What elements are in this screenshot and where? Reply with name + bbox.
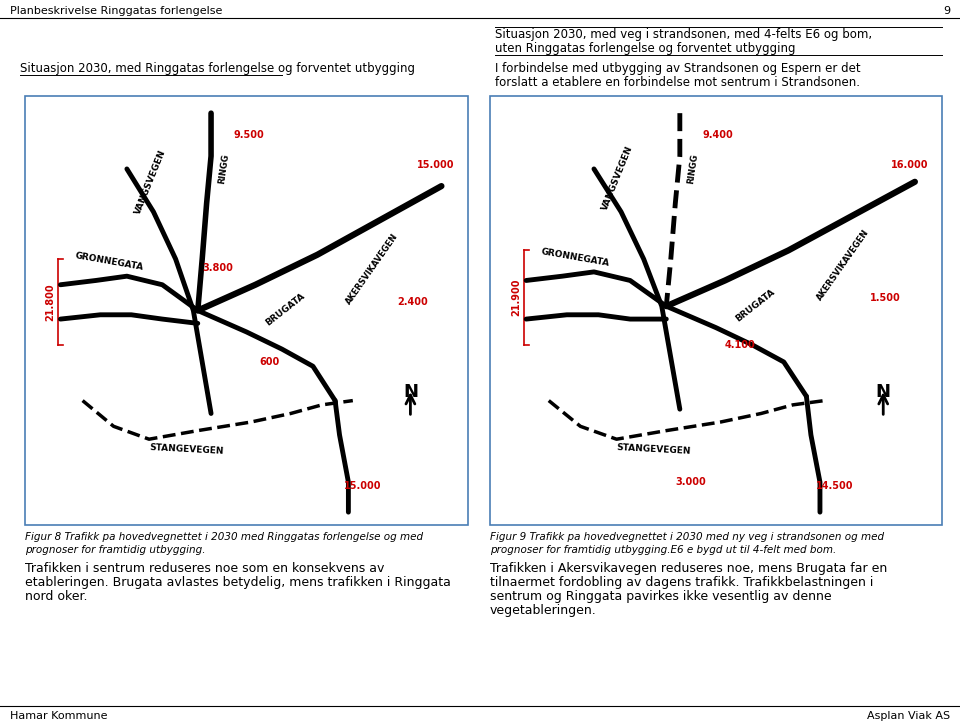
Text: sentrum og Ringgata pavirkes ikke vesentlig av denne: sentrum og Ringgata pavirkes ikke vesent… (490, 590, 831, 603)
Text: Asplan Viak AS: Asplan Viak AS (867, 711, 950, 721)
Text: Hamar Kommune: Hamar Kommune (10, 711, 108, 721)
Text: uten Ringgatas forlengelse og forventet utbygging: uten Ringgatas forlengelse og forventet … (495, 42, 796, 55)
Text: N: N (403, 383, 418, 401)
Text: 16.000: 16.000 (891, 159, 928, 169)
Text: Trafikken i Akersvikavegen reduseres noe, mens Brugata far en: Trafikken i Akersvikavegen reduseres noe… (490, 562, 887, 575)
Text: RINGG: RINGG (686, 153, 700, 185)
Text: etableringen. Brugata avlastes betydelig, mens trafikken i Ringgata: etableringen. Brugata avlastes betydelig… (25, 576, 451, 589)
Text: prognoser for framtidig utbygging.E6 e bygd ut til 4-felt med bom.: prognoser for framtidig utbygging.E6 e b… (490, 545, 836, 555)
Text: 3.800: 3.800 (203, 263, 233, 273)
Text: 15.000: 15.000 (344, 481, 381, 492)
Text: Figur 9 Trafikk pa hovedvegnettet i 2030 med ny veg i strandsonen og med: Figur 9 Trafikk pa hovedvegnettet i 2030… (490, 532, 884, 542)
Text: Planbeskrivelse Ringgatas forlengelse: Planbeskrivelse Ringgatas forlengelse (10, 6, 223, 16)
Text: 21.800: 21.800 (45, 283, 56, 321)
Text: tilnaermet fordobling av dagens trafikk. Trafikkbelastningen i: tilnaermet fordobling av dagens trafikk.… (490, 576, 874, 589)
Text: forslatt a etablere en forbindelse mot sentrum i Strandsonen.: forslatt a etablere en forbindelse mot s… (495, 76, 860, 89)
Text: 600: 600 (260, 357, 280, 367)
Text: 15.000: 15.000 (418, 159, 455, 169)
Text: Trafikken i sentrum reduseres noe som en konsekvens av: Trafikken i sentrum reduseres noe som en… (25, 562, 384, 575)
Text: GRONNEGATA: GRONNEGATA (74, 251, 144, 272)
Text: Figur 8 Trafikk pa hovedvegnettet i 2030 med Ringgatas forlengelse og med: Figur 8 Trafikk pa hovedvegnettet i 2030… (25, 532, 423, 542)
Text: BRUGATA: BRUGATA (734, 287, 777, 324)
Text: I forbindelse med utbygging av Strandsonen og Espern er det: I forbindelse med utbygging av Strandson… (495, 62, 860, 75)
Text: VANGSVEGEN: VANGSVEGEN (601, 144, 635, 212)
Text: 2.400: 2.400 (397, 297, 428, 307)
Text: N: N (876, 383, 891, 401)
Text: RINGG: RINGG (218, 153, 230, 185)
Text: BRUGATA: BRUGATA (264, 292, 307, 328)
Text: prognoser for framtidig utbygging.: prognoser for framtidig utbygging. (25, 545, 205, 555)
Text: 4.100: 4.100 (725, 340, 756, 350)
Bar (25, 96, 468, 525)
Text: vegetableringen.: vegetableringen. (490, 604, 597, 617)
Text: AKERSVIKAVEGEN: AKERSVIKAVEGEN (815, 227, 872, 302)
Text: Situasjon 2030, med Ringgatas forlengelse og forventet utbygging: Situasjon 2030, med Ringgatas forlengels… (20, 62, 415, 75)
Text: STANGEVEGEN: STANGEVEGEN (616, 444, 691, 456)
Text: nord oker.: nord oker. (25, 590, 87, 603)
Text: AKERSVIKAVEGEN: AKERSVIKAVEGEN (344, 232, 399, 306)
Text: VANGSVEGEN: VANGSVEGEN (133, 148, 168, 216)
Text: GRONNEGATA: GRONNEGATA (540, 247, 610, 268)
Text: 3.000: 3.000 (675, 477, 706, 487)
Text: Situasjon 2030, med veg i strandsonen, med 4-felts E6 og bom,: Situasjon 2030, med veg i strandsonen, m… (495, 28, 872, 41)
Text: 14.500: 14.500 (815, 481, 852, 492)
Text: STANGEVEGEN: STANGEVEGEN (149, 444, 224, 456)
Bar (490, 96, 942, 525)
Text: 9: 9 (943, 6, 950, 16)
Text: 1.500: 1.500 (870, 292, 900, 303)
Text: 9.400: 9.400 (703, 130, 733, 140)
Text: 21.900: 21.900 (511, 279, 521, 316)
Text: 9.500: 9.500 (233, 130, 264, 140)
